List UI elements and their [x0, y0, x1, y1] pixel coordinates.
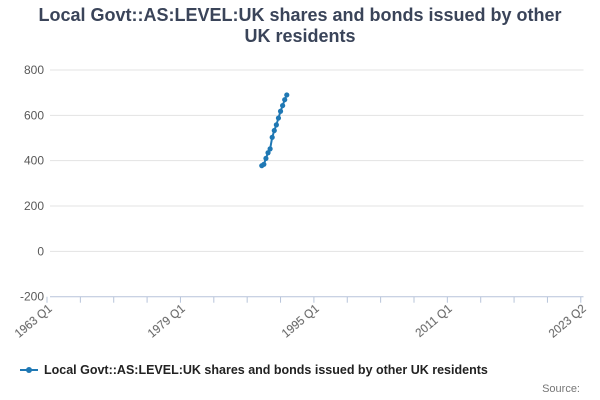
svg-text:0: 0: [37, 244, 44, 258]
svg-text:600: 600: [24, 108, 44, 122]
svg-text:800: 800: [24, 63, 44, 77]
svg-text:400: 400: [24, 154, 44, 168]
svg-text:-200: -200: [20, 290, 44, 304]
svg-text:200: 200: [24, 199, 44, 213]
